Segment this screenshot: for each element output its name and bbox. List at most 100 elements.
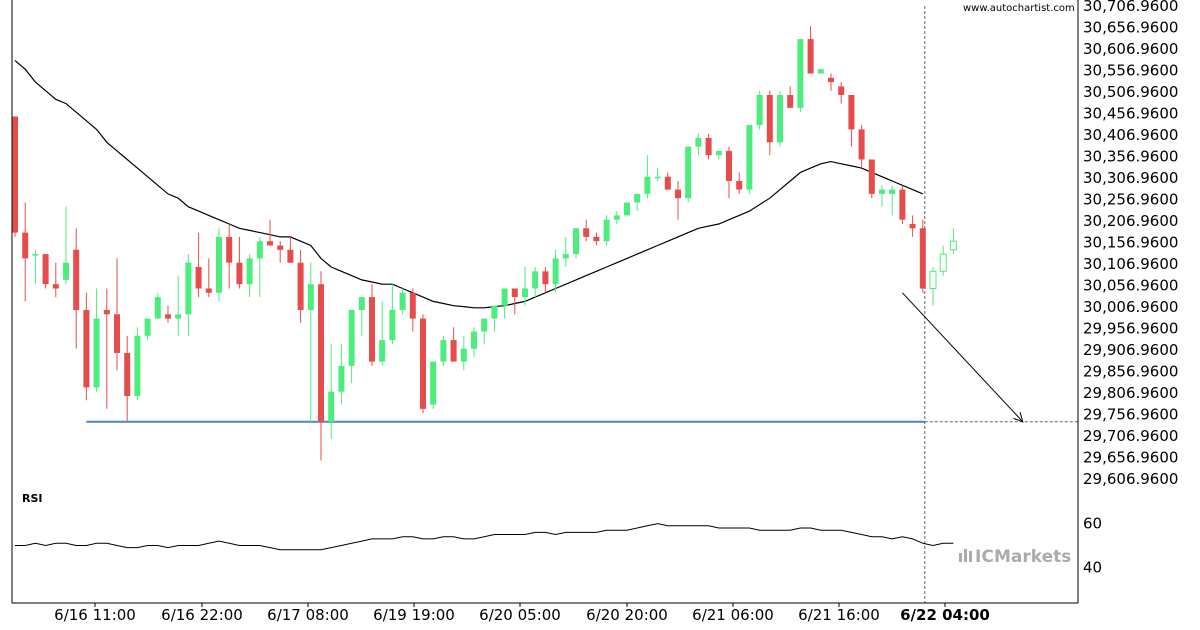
candle-body — [787, 94, 794, 108]
x-tick-label: 6/20 05:00 — [479, 606, 561, 624]
candle-body — [205, 288, 212, 293]
y-tick-label: 30,156.9600 — [1083, 234, 1178, 252]
rsi-tick-label: 60 — [1083, 515, 1102, 533]
candle-body — [675, 189, 681, 199]
x-tick-label: 6/17 08:00 — [267, 606, 349, 624]
candle-body — [552, 258, 559, 285]
candle-body — [583, 228, 590, 237]
candle-body — [32, 254, 39, 256]
candle-body — [756, 94, 763, 126]
candle-body — [165, 314, 171, 319]
y-tick-label: 30,006.9600 — [1083, 298, 1178, 316]
brand-name: Markets — [994, 547, 1071, 567]
rsi-panel: RSI — [15, 492, 954, 551]
candle-body — [501, 288, 508, 306]
moving-average-line — [14, 60, 924, 309]
candle-body — [593, 236, 600, 242]
y-tick-label: 30,106.9600 — [1083, 255, 1178, 273]
candle-body — [267, 241, 273, 246]
candle-body — [114, 314, 120, 353]
candle-body — [511, 288, 518, 298]
candle-body — [420, 318, 426, 409]
candle-body — [471, 331, 477, 349]
rsi-tick-label: 40 — [1083, 558, 1102, 576]
x-tick-label: 6/21 06:00 — [692, 606, 774, 624]
forecast-arrow-line — [902, 292, 1024, 423]
candle-body — [777, 94, 783, 143]
candle-body — [185, 262, 192, 315]
candle-body — [63, 262, 69, 280]
y-tick-label: 29,706.9600 — [1083, 427, 1178, 445]
candle-body — [52, 284, 59, 289]
candle-body — [899, 189, 906, 220]
y-tick-label: 30,256.9600 — [1083, 191, 1178, 209]
y-tick-label: 30,556.9600 — [1083, 62, 1178, 80]
candle-body — [83, 309, 90, 388]
candle-body — [73, 249, 80, 310]
candle-body — [195, 266, 202, 289]
candle-body — [654, 176, 661, 179]
candle-body — [246, 258, 253, 285]
candle-body — [613, 215, 620, 220]
watermark[interactable]: www.autochartist.com — [963, 3, 1075, 14]
candle-body — [949, 240, 957, 251]
y-tick-label: 29,606.9600 — [1083, 470, 1178, 488]
candle-body — [807, 39, 814, 74]
candle-body — [358, 297, 365, 310]
forecast-arrow-head — [1013, 412, 1024, 423]
candle-body — [939, 253, 947, 272]
y-tick-label: 29,806.9600 — [1083, 384, 1178, 402]
y-tick-label: 30,506.9600 — [1083, 83, 1178, 101]
candle-body — [409, 292, 416, 319]
candle-body — [22, 232, 29, 259]
candle-body — [868, 159, 875, 194]
x-tick-label: 6/20 20:00 — [586, 606, 668, 624]
candle-body — [573, 228, 579, 255]
candle-body — [175, 314, 182, 319]
candle-body — [287, 249, 294, 263]
candle-body — [277, 245, 284, 250]
candle-body — [307, 284, 314, 310]
candle-body — [297, 262, 304, 310]
candle-body — [919, 228, 926, 289]
y-tick-label: 30,606.9600 — [1083, 40, 1178, 58]
x-tick-label: 6/16 11:00 — [54, 606, 136, 624]
candle-body — [929, 270, 937, 289]
candle-body — [124, 352, 131, 396]
candle-body — [226, 236, 233, 263]
rsi-line — [15, 523, 954, 551]
candle-body — [430, 361, 437, 405]
axes: 30,706.9600 30,656.9600 30,606.9600 30,556.… — [11, 0, 1178, 624]
candle-body — [879, 189, 885, 194]
y-tick-label: 30,356.9600 — [1083, 148, 1178, 166]
brand-prefix: IC — [975, 547, 994, 567]
candle-body — [705, 137, 712, 156]
candle-body — [532, 271, 539, 289]
candle-body — [399, 292, 406, 310]
y-tick-label: 29,656.9600 — [1083, 449, 1178, 467]
candle-body — [460, 348, 467, 362]
y-tick-label: 30,456.9600 — [1083, 105, 1178, 123]
candle-body — [685, 146, 692, 199]
y-tick-label: 30,306.9600 — [1083, 169, 1178, 187]
candle-body — [664, 176, 671, 190]
x-tick-label: 6/21 16:00 — [798, 606, 880, 624]
candle-body — [848, 94, 855, 130]
price-panel — [12, 6, 1078, 603]
candle-body — [42, 254, 49, 285]
candle-body — [103, 309, 110, 315]
candle-body — [256, 241, 263, 259]
y-tick-label: 29,856.9600 — [1083, 363, 1178, 381]
candle-body — [491, 305, 498, 319]
y-tick-label: 29,956.9600 — [1083, 320, 1178, 338]
candle-body — [318, 284, 324, 422]
candle-body — [634, 193, 641, 203]
rsi-label: RSI — [22, 492, 43, 505]
candle-body — [644, 176, 651, 194]
candle-body — [236, 262, 243, 285]
candle-body — [216, 236, 222, 293]
candle-body — [797, 39, 804, 108]
candle-body — [562, 254, 569, 259]
candle-body — [440, 340, 447, 362]
